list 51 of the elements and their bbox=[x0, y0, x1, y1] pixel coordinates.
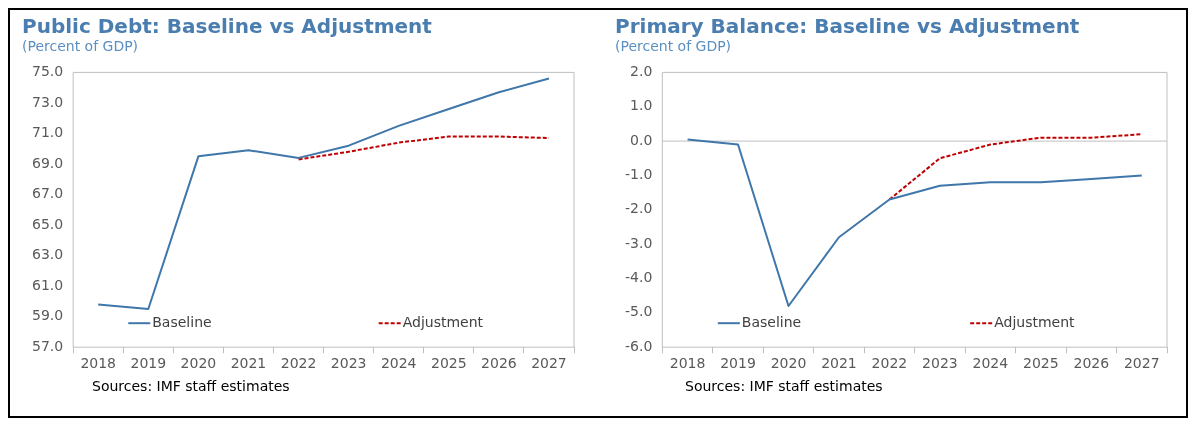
chart-title: Public Debt: Baseline vs Adjustment bbox=[22, 14, 433, 38]
y-tick-label: 1.0 bbox=[630, 97, 653, 114]
line-series bbox=[888, 133, 1143, 201]
y-tick-label: 67.0 bbox=[32, 185, 64, 202]
legend-label: Baseline bbox=[152, 313, 212, 330]
y-tick-label: -2.0 bbox=[624, 200, 653, 217]
x-tick-label: 2024 bbox=[380, 355, 417, 372]
y-tick-label: -3.0 bbox=[624, 234, 653, 251]
y-tick-label: 63.0 bbox=[32, 246, 64, 263]
x-tick-label: 2022 bbox=[871, 355, 908, 372]
x-tick-label: 2019 bbox=[720, 355, 756, 372]
x-tick-label: 2023 bbox=[330, 355, 367, 372]
x-tick-label: 2019 bbox=[130, 355, 167, 372]
x-tick-label: 2021 bbox=[230, 355, 267, 372]
legend-label: Adjustment bbox=[994, 313, 1076, 330]
x-tick-label: 2027 bbox=[531, 355, 567, 372]
x-tick-label: 2027 bbox=[1123, 355, 1160, 372]
y-tick-label: 75.0 bbox=[32, 63, 64, 80]
y-tick-label: 57.0 bbox=[32, 337, 64, 354]
x-tick-label: 2022 bbox=[280, 355, 317, 372]
y-tick-label: 0.0 bbox=[630, 131, 653, 148]
y-tick-label: -6.0 bbox=[624, 337, 653, 354]
y-tick-label: -1.0 bbox=[624, 166, 653, 183]
y-tick-label: -5.0 bbox=[624, 303, 653, 320]
legend-label: Baseline bbox=[741, 313, 802, 330]
y-tick-label: 69.0 bbox=[32, 154, 64, 171]
y-tick-label: -4.0 bbox=[624, 269, 653, 286]
chart-subtitle: (Percent of GDP) bbox=[22, 38, 140, 54]
legend-label: Adjustment bbox=[402, 313, 484, 330]
y-tick-label: 59.0 bbox=[32, 307, 64, 324]
x-tick-label: 2021 bbox=[821, 355, 857, 372]
x-tick-label: 2024 bbox=[972, 355, 1009, 372]
y-tick-label: 65.0 bbox=[32, 215, 64, 232]
line-series bbox=[297, 135, 550, 161]
x-tick-label: 2018 bbox=[669, 355, 706, 372]
x-tick-label: 2020 bbox=[180, 355, 217, 372]
source-note: Sources: IMF staff estimates bbox=[91, 378, 291, 394]
y-tick-label: 2.0 bbox=[630, 63, 653, 80]
x-tick-label: 2023 bbox=[922, 355, 958, 372]
source-note: Sources: IMF staff estimates bbox=[684, 378, 884, 394]
x-tick-label: 2026 bbox=[1073, 355, 1110, 372]
x-tick-label: 2018 bbox=[80, 355, 117, 372]
x-tick-label: 2020 bbox=[770, 355, 807, 372]
x-tick-label: 2025 bbox=[430, 355, 467, 372]
y-tick-label: 73.0 bbox=[32, 93, 64, 110]
x-tick-label: 2026 bbox=[481, 355, 517, 372]
chart-subtitle: (Percent of GDP) bbox=[615, 38, 733, 54]
chart-title: Primary Balance: Baseline vs Adjustment bbox=[615, 14, 1081, 38]
x-tick-label: 2025 bbox=[1023, 355, 1059, 372]
y-tick-label: 61.0 bbox=[32, 276, 64, 293]
y-tick-label: 71.0 bbox=[32, 124, 64, 141]
